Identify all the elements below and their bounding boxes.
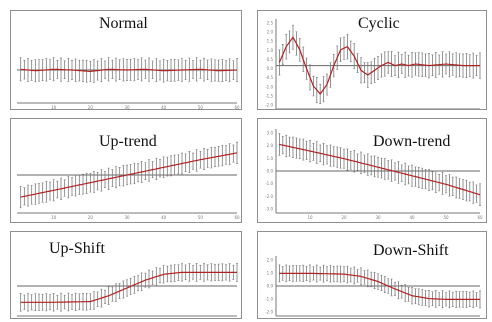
y-tick-label: 0.0: [267, 169, 274, 174]
y-tick-label: 1.0: [267, 156, 274, 161]
y-tick-label: 2.0: [267, 30, 274, 35]
y-tick-label: 2.5: [267, 21, 274, 26]
chart-title-up-shift: Up-Shift: [49, 240, 105, 257]
chart-panel-cyclic: Cyclic 1020304050602.52.01.51.00.50.0-0.…: [257, 10, 487, 110]
chart-svg-4: [17, 263, 238, 317]
chart-panel-down-shift: Down-Shift 2.0 1.0 0.0 -1.0 -2.0: [257, 231, 487, 319]
x-tick-label: 50: [198, 105, 204, 109]
y-tick-label: 0.0: [267, 66, 274, 71]
x-tick-label: 50: [198, 215, 204, 220]
series-line: [279, 143, 481, 196]
y-tick-label: -3.0: [265, 207, 273, 212]
x-tick-label: 30: [124, 215, 130, 220]
series-line: [279, 272, 480, 301]
chart-panel-up-shift: Up-Shift: [10, 231, 242, 319]
y-tick-label: 2.0: [267, 143, 274, 148]
chart-title-cyclic: Cyclic: [358, 15, 400, 32]
x-tick-label: 10: [307, 215, 313, 220]
chart-panel-normal: Normal 10 20 30 40 50 60: [10, 10, 242, 110]
x-tick-label: 30: [375, 215, 381, 220]
chart-title-up-trend: Up-trend: [99, 133, 157, 150]
x-tick-label: 60: [234, 105, 240, 109]
y-tick-label: 0.5: [267, 57, 274, 62]
chart-panel-down-trend: Down-trend 10 20 30 40 50 60 3.0 2.0 1.0 0.0 -1.0 -…: [257, 118, 487, 223]
series-line: [20, 152, 238, 198]
y-tick-label: 1.0: [267, 271, 274, 276]
y-tick-label: -0.5: [265, 75, 273, 80]
x-tick-label: 40: [161, 105, 167, 109]
y-tick-label: 3.0: [267, 131, 274, 136]
x-tick-label: 10: [51, 215, 57, 220]
y-tick-label: -1.5: [265, 93, 273, 98]
chart-svg-2: 10 20 30 40 50 60: [17, 141, 240, 220]
x-tick-label: 60: [234, 215, 240, 220]
chart-svg-1: 1020304050602.52.01.51.00.50.0-0.5-1.0-1…: [265, 19, 481, 109]
x-tick-label: 20: [88, 215, 94, 220]
y-tick-label: -1.0: [265, 181, 273, 186]
chart-title-down-trend: Down-trend: [373, 133, 451, 150]
x-tick-label: 10: [51, 105, 57, 109]
y-tick-label: 1.5: [267, 39, 274, 44]
x-tick-label: 40: [409, 215, 415, 220]
chart-svg-3: 10 20 30 40 50 60 3.0 2.0 1.0 0.0 -1.0 -2.0 -3.0: [265, 129, 483, 220]
chart-svg-0: 10 20 30 40 50 60: [17, 57, 240, 109]
y-tick-label: -2.0: [265, 194, 273, 199]
y-tick-label: -2.0: [265, 103, 273, 108]
x-tick-label: 30: [124, 105, 130, 109]
series-line: [20, 68, 238, 73]
series-line: [278, 36, 480, 95]
chart-panel-up-trend: Up-trend 10 20 30 40 50 60: [10, 118, 242, 223]
x-tick-label: 60: [477, 215, 483, 220]
chart-title-down-shift: Down-Shift: [373, 242, 449, 259]
y-tick-label: -1.0: [265, 84, 273, 89]
x-tick-label: 40: [161, 215, 167, 220]
y-tick-label: -1.0: [265, 297, 273, 302]
x-tick-label: 20: [341, 215, 347, 220]
y-tick-label: 0.0: [267, 284, 274, 289]
y-tick-label: -2.0: [265, 310, 273, 315]
y-tick-label: 2.0: [267, 258, 274, 263]
y-tick-label: 1.0: [267, 48, 274, 53]
x-tick-label: 50: [443, 215, 449, 220]
x-tick-label: 20: [88, 105, 94, 109]
chart-title-normal: Normal: [99, 15, 148, 32]
series-line: [20, 271, 237, 303]
chart-svg-5: 2.0 1.0 0.0 -1.0 -2.0: [265, 256, 481, 317]
